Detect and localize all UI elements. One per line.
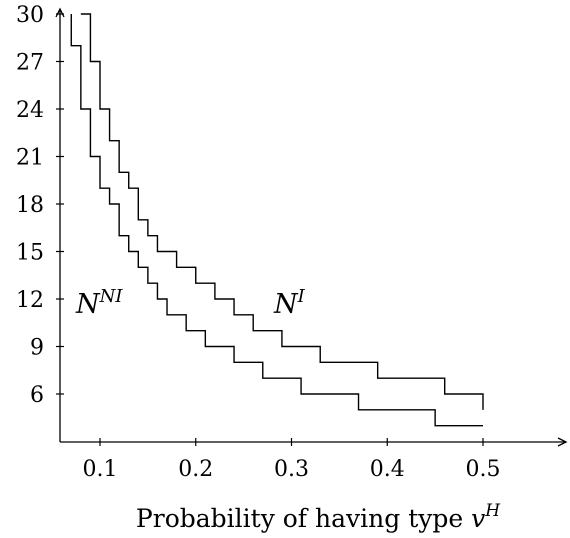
y-tick-label: 24 (16, 98, 44, 123)
series-label-n-ni-base: N (75, 289, 101, 320)
x-axis-title-symbol-sup: H (484, 501, 501, 521)
y-tick-label: 15 (16, 241, 44, 266)
series-label-n-i-sup: I (297, 286, 306, 307)
x-axis-title-text: Probability of having type (136, 504, 463, 533)
y-tick-label: 21 (16, 146, 44, 171)
series-line-n-ni (70, 14, 483, 427)
series-label-n-ni: NNI (75, 286, 123, 320)
y-tick-label: 27 (16, 51, 44, 76)
x-tick-label: 0.5 (466, 457, 501, 482)
y-tick-label: 18 (16, 193, 44, 218)
x-tick-label: 0.2 (178, 457, 213, 482)
series-line-n-i (80, 13, 484, 410)
series-label-n-i: NI (273, 286, 306, 320)
y-tick-label: 30 (16, 3, 44, 28)
series-label-n-i-base: N (273, 289, 299, 320)
x-axis-title-symbol: v (471, 504, 485, 533)
y-tick-label: 9 (30, 336, 44, 361)
y-tick-label: 6 (30, 383, 44, 408)
y-tick-label: 12 (16, 288, 44, 313)
x-tick-label: 0.4 (370, 457, 405, 482)
x-tick-label: 0.1 (83, 457, 118, 482)
x-tick-label: 0.3 (274, 457, 309, 482)
x-ticks: 0.1 0.2 0.3 0.4 0.5 (83, 438, 501, 482)
axes (55, 7, 568, 447)
x-axis-title: Probability of having type vH (136, 501, 501, 533)
series-label-n-ni-sup: NI (99, 286, 124, 307)
y-ticks: 6 9 12 15 18 21 24 27 30 (16, 3, 64, 408)
series-layer (70, 13, 484, 427)
x-axis-arrowhead (557, 437, 568, 447)
